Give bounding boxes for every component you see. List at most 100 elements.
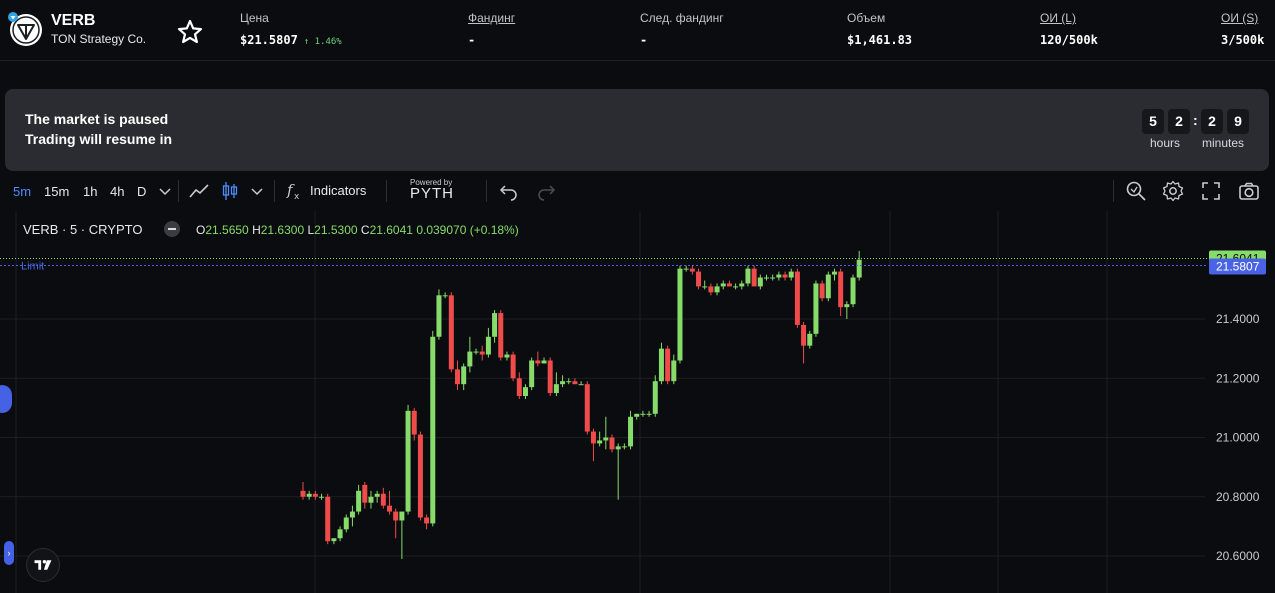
candle-body <box>621 446 627 448</box>
limit-price-label: 21.5807 <box>1216 259 1260 273</box>
y-axis-tick-label: 21.0000 <box>1216 431 1260 445</box>
candle-body <box>603 437 609 441</box>
tradingview-logo-icon[interactable] <box>26 548 60 582</box>
candle-body <box>380 493 386 506</box>
candle-body <box>522 387 528 397</box>
pyth-logo: PYTH <box>410 185 455 202</box>
candle-body <box>387 505 393 512</box>
next-funding-value: - <box>640 33 648 47</box>
oi-short-value: 3/500k <box>1221 33 1265 47</box>
candle-body <box>325 496 331 542</box>
candle-body <box>498 313 504 358</box>
candle-body <box>300 490 306 497</box>
candle-body <box>683 268 689 270</box>
limit-label: Limit <box>21 260 44 272</box>
candle-body <box>424 517 430 524</box>
candle-body <box>764 277 769 279</box>
candle-body <box>504 354 510 358</box>
indicators-button[interactable]: Indicators <box>310 183 367 198</box>
expand-arrow-button[interactable]: › <box>4 541 14 565</box>
candle-body <box>485 336 491 355</box>
candle-body <box>708 286 714 293</box>
candle-body <box>825 274 831 299</box>
candle-body <box>671 360 677 382</box>
candle-body <box>492 313 498 337</box>
candle-body <box>720 283 726 287</box>
candle-body <box>393 511 399 521</box>
candlestick-icon[interactable] <box>219 180 241 202</box>
candle-body <box>597 440 603 444</box>
gear-icon[interactable] <box>1162 180 1184 202</box>
candle-body <box>362 484 368 503</box>
line-chart-icon[interactable] <box>188 180 210 202</box>
chevron-down-icon[interactable] <box>154 180 176 202</box>
hide-legend-button[interactable] <box>164 221 180 237</box>
candle-body <box>696 271 702 287</box>
toolbar-divider <box>386 180 387 202</box>
minutes-digit-1: 2 <box>1201 109 1223 134</box>
candle-body <box>807 333 813 346</box>
candle-body <box>757 277 763 287</box>
toolbar-divider <box>274 180 275 202</box>
candle-body <box>399 511 405 521</box>
toolbar-divider <box>1113 180 1114 202</box>
paused-title: The market is paused <box>25 111 169 127</box>
symbol-name: VERB <box>51 12 96 29</box>
undo-icon[interactable] <box>498 180 520 202</box>
candle-body <box>430 336 436 524</box>
candle-body <box>794 271 800 325</box>
candle-body <box>473 351 479 353</box>
funding-value: - <box>468 33 476 47</box>
timeframe-15m[interactable]: 15m <box>44 184 70 199</box>
candle-body <box>856 259 862 278</box>
candle-body <box>306 493 312 497</box>
candle-body <box>529 360 535 388</box>
candle-body <box>374 493 380 497</box>
oi-long-value: 120/500k <box>1040 33 1098 47</box>
minutes-label: minutes <box>1202 136 1245 150</box>
candle-body <box>739 283 745 287</box>
candle-body <box>844 304 850 308</box>
svg-text:f: f <box>286 181 295 199</box>
timeframe-d[interactable]: D <box>137 184 147 199</box>
fullscreen-icon[interactable] <box>1200 180 1222 202</box>
candle-body <box>850 277 856 305</box>
candle-body <box>319 496 325 498</box>
chevron-down-icon[interactable] <box>246 180 268 202</box>
candle-body <box>801 324 807 346</box>
timeframe-4h[interactable]: 4h <box>110 184 125 199</box>
candle-body <box>819 283 825 299</box>
timeframe-5m[interactable]: 5m <box>13 184 32 199</box>
hours-digit-2: 2 <box>1168 109 1190 134</box>
candle-body <box>776 274 782 278</box>
funding-label[interactable]: Фандинг <box>468 11 516 25</box>
candle-body <box>658 348 664 382</box>
favorite-star-icon[interactable] <box>176 18 204 46</box>
oi-short-label[interactable]: ОИ (S) <box>1221 11 1259 25</box>
next-funding-label: След. фандинг <box>640 11 724 25</box>
candle-body <box>745 268 751 284</box>
candle-body <box>578 384 584 386</box>
candle-body <box>634 413 640 417</box>
candle-body <box>838 271 844 308</box>
candle-body <box>417 434 423 518</box>
company-name: TON Strategy Co. <box>51 32 147 46</box>
side-panel-toggle[interactable] <box>0 385 12 413</box>
candle-body <box>479 351 485 355</box>
candle-body <box>652 381 658 414</box>
candle-body <box>615 446 621 450</box>
candle-body <box>436 295 442 337</box>
price-change: ↑ 1.46% <box>303 37 342 47</box>
price-chart[interactable]: 21.400021.200021.000020.800020.600021.60… <box>0 211 1275 593</box>
toolbar-divider <box>178 180 179 202</box>
candle-body <box>560 381 566 385</box>
timeframe-1h[interactable]: 1h <box>83 184 98 199</box>
redo-icon[interactable] <box>535 180 557 202</box>
candle-body <box>609 437 615 450</box>
zoom-icon[interactable] <box>1125 180 1147 202</box>
oi-long-label[interactable]: ОИ (L) <box>1040 11 1076 25</box>
camera-icon[interactable] <box>1238 180 1260 202</box>
powered-by-label: Powered by <box>410 178 453 187</box>
legend-symbol: VERB · 5 · CRYPTO <box>23 222 143 237</box>
